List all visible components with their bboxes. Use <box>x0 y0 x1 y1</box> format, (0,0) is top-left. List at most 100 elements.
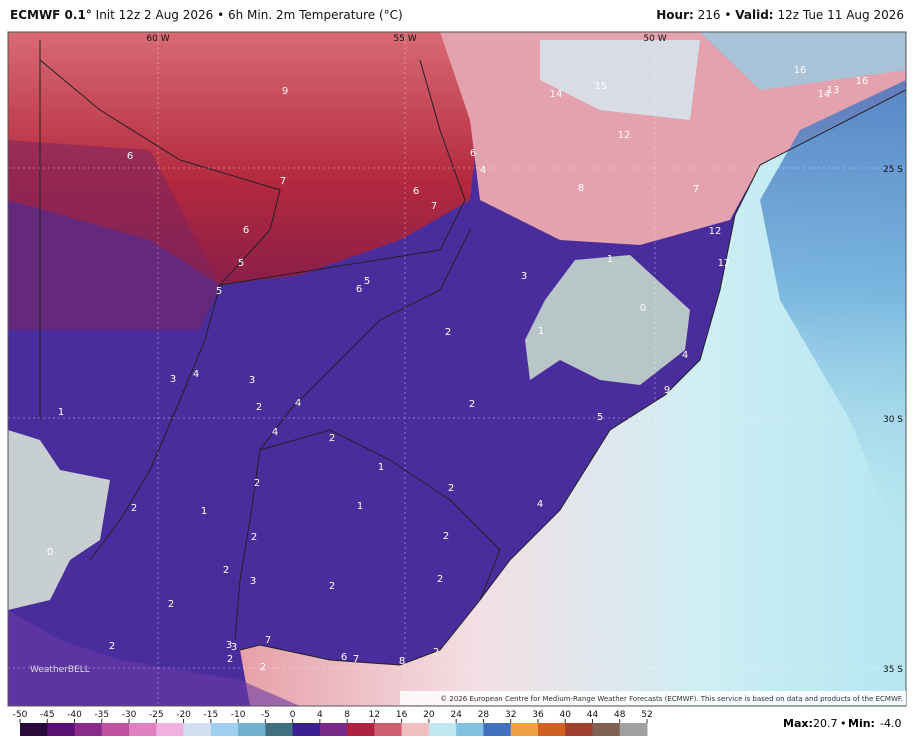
value-label: 0 <box>47 547 53 558</box>
colorbar-segment <box>456 723 484 736</box>
value-label: 9 <box>664 385 670 396</box>
colorbar-segment <box>592 723 621 736</box>
colorbar-segment <box>374 723 403 736</box>
value-label: 2 <box>223 565 229 576</box>
colorbar-label: 52 <box>641 710 652 720</box>
lat-label: 35 S <box>883 665 903 675</box>
lat-label: 30 S <box>883 415 903 425</box>
value-label: 2 <box>227 654 233 665</box>
value-label: 1 <box>357 501 363 512</box>
value-label: 2 <box>443 531 449 542</box>
cold-patch-west <box>8 430 110 610</box>
ocean-deep <box>760 32 906 560</box>
colorbar-segment <box>156 723 185 736</box>
value-label: 12 <box>618 130 631 141</box>
colorbar-label: 20 <box>423 710 435 720</box>
value-label: 5 <box>364 276 370 287</box>
value-label: 2 <box>131 503 137 514</box>
colorbar-label: 0 <box>290 710 296 720</box>
value-label: 6 <box>356 284 362 295</box>
value-label: 14 <box>550 89 563 100</box>
colorbar-segment <box>183 723 212 736</box>
colorbar-segment <box>101 723 130 736</box>
copyright-bg <box>400 691 906 705</box>
value-label: 6 <box>341 652 347 663</box>
valid: 12z Tue 11 Aug 2026 <box>777 8 904 22</box>
value-label: 2 <box>260 662 266 673</box>
colorbar-label: -10 <box>231 710 246 720</box>
value-label: 1 <box>58 407 64 418</box>
product: 6h Min. 2m Temperature (°C) <box>228 8 403 22</box>
colorbar-segment <box>347 723 375 736</box>
colorbar-label: -5 <box>261 710 270 720</box>
watermark: WeatherBELL <box>30 665 90 675</box>
colorbar-segment <box>319 723 348 736</box>
init: Init 12z 2 Aug 2026 <box>95 8 214 22</box>
coastline <box>239 89 906 666</box>
value-label: 2 <box>445 327 451 338</box>
lon-label: 55 W <box>393 34 416 44</box>
value-label: 8 <box>399 656 405 667</box>
value-label: 7 <box>431 201 437 212</box>
bullet: • <box>840 717 847 730</box>
value-label: 6 <box>413 186 419 197</box>
value-label: 5 <box>238 258 244 269</box>
colorbar-label: 48 <box>614 710 626 720</box>
value-label: 6 <box>243 225 249 236</box>
min-label: Min: <box>848 717 875 730</box>
value-label: 3 <box>249 375 255 386</box>
copyright: © 2026 European Centre for Medium-Range … <box>440 695 903 703</box>
valid-label: Valid: <box>735 8 774 22</box>
value-label: 16 <box>794 65 807 76</box>
ocean-north <box>700 32 906 90</box>
border-4 <box>259 429 501 601</box>
value-label: 7 <box>693 184 699 195</box>
colorbar-segment <box>74 723 103 736</box>
value-label: 4 <box>272 427 278 438</box>
value-label: 4 <box>682 350 688 361</box>
colorbar-label: 4 <box>317 710 323 720</box>
colorbar-segment <box>565 723 593 736</box>
max-label: Max: <box>783 717 813 730</box>
colorbar-segment <box>20 723 48 736</box>
colorbar-segment <box>292 723 321 736</box>
border-2 <box>89 284 221 561</box>
colorbar-label: -15 <box>203 710 218 720</box>
value-label: 4 <box>295 398 301 409</box>
value-label: 2 <box>251 532 257 543</box>
value-label: 6 <box>470 148 476 159</box>
map-frame <box>7 31 907 707</box>
value-label: 3 <box>231 642 237 653</box>
colorbar-segment <box>210 723 239 736</box>
value-label: 2 <box>109 641 115 652</box>
value-label: 14 <box>818 89 831 100</box>
hour-label: Hour: <box>656 8 694 22</box>
borders <box>39 40 906 666</box>
land-south <box>8 610 300 706</box>
value-label: 2 <box>329 433 335 444</box>
colorbar-segment <box>265 723 294 736</box>
colorbar-segment <box>537 723 566 736</box>
value-label: 3 <box>250 576 256 587</box>
value-label: 3 <box>226 640 232 651</box>
graticule <box>8 32 906 706</box>
value-label: 2 <box>254 478 260 489</box>
value-label: 1 <box>607 254 613 265</box>
value-label: 2 <box>437 574 443 585</box>
colorbar-label: 40 <box>559 710 571 720</box>
colorbar-label: 24 <box>450 710 462 720</box>
value-label: 2 <box>448 483 454 494</box>
value-label: 12 <box>718 258 731 269</box>
value-label: 15 <box>595 81 608 92</box>
mild-patch <box>540 40 700 120</box>
value-label: 2 <box>256 402 262 413</box>
colorbar-label: 28 <box>478 710 490 720</box>
value-label: 7 <box>265 635 271 646</box>
colorbar-segment <box>129 723 157 736</box>
value-label: 16 <box>856 76 869 87</box>
border-1 <box>39 59 466 286</box>
border-3 <box>234 229 471 641</box>
colorbar-segment <box>238 723 266 736</box>
colorbar-segment <box>401 723 430 736</box>
